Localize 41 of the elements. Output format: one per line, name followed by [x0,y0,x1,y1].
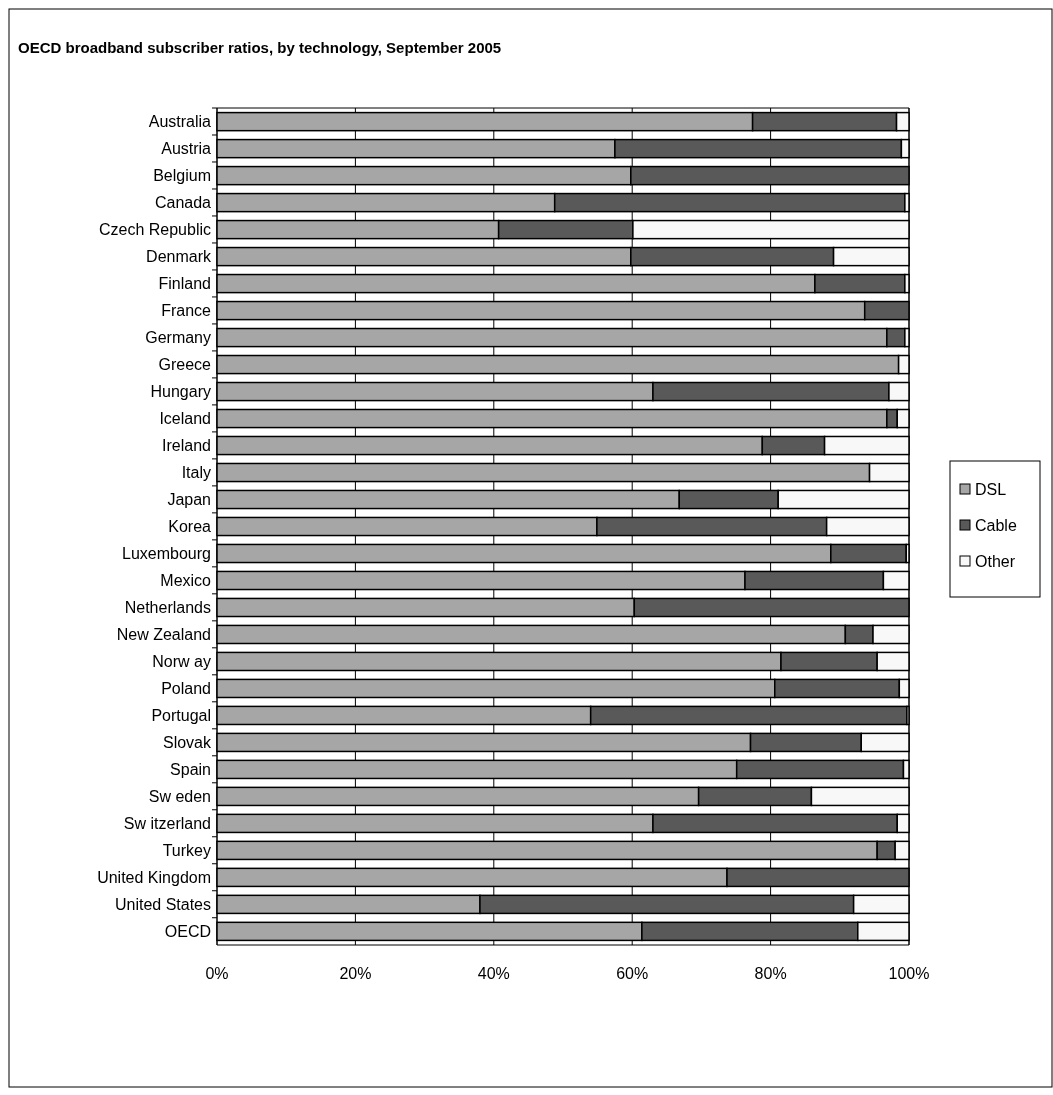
y-tick-label: Sw itzerland [123,815,211,832]
x-tick-label: 100% [888,965,930,982]
y-tick-label: United Kingdom [97,868,211,886]
x-tick-label: 0% [205,965,229,982]
y-tick-label: Sw eden [148,788,211,806]
y-tick-label: Korea [168,518,212,536]
y-tick-label: Czech Republic [98,221,211,239]
y-tick-label: Mexico [160,572,212,590]
y-tick-label: France [161,302,212,320]
y-tick-label: Greece [158,356,212,374]
y-tick-label: New Zealand [116,626,211,644]
x-tick-label: 80% [754,965,787,982]
y-tick-label: Italy [181,464,211,482]
y-tick-label: Denmark [146,248,212,266]
chart-title: OECD broadband subscriber ratios, by technology, September 2005 [18,39,502,56]
legend-label: DSL [975,480,1007,498]
y-tick-label: Belgium [153,167,211,185]
y-tick-label: Norw ay [152,653,211,671]
x-tick-label: 20% [339,965,372,982]
y-tick-label: Austria [161,140,212,158]
y-tick-label: Finland [158,275,211,293]
x-tick-label: 40% [477,965,510,982]
y-tick-label: Slovak [162,734,212,752]
legend-label: Other [975,552,1016,570]
y-tick-label: Hungary [150,383,211,401]
y-tick-label: Turkey [162,842,211,859]
y-tick-label: Luxembourg [122,545,211,563]
y-tick-label: Spain [170,761,211,779]
y-tick-label: Australia [148,113,212,131]
y-tick-label: Poland [161,680,211,698]
y-tick-label: Iceland [159,410,211,428]
x-tick-label: 60% [616,965,649,982]
y-tick-label: Ireland [162,437,211,455]
y-tick-label: Japan [167,491,211,509]
y-tick-label: Germany [145,329,211,347]
y-tick-label: Canada [154,194,212,212]
y-tick-label: OECD [164,922,211,940]
legend-label: Cable [975,516,1017,534]
y-tick-label: Portugal [151,707,211,725]
y-tick-label: United States [114,895,211,913]
y-tick-label: Netherlands [124,599,211,617]
